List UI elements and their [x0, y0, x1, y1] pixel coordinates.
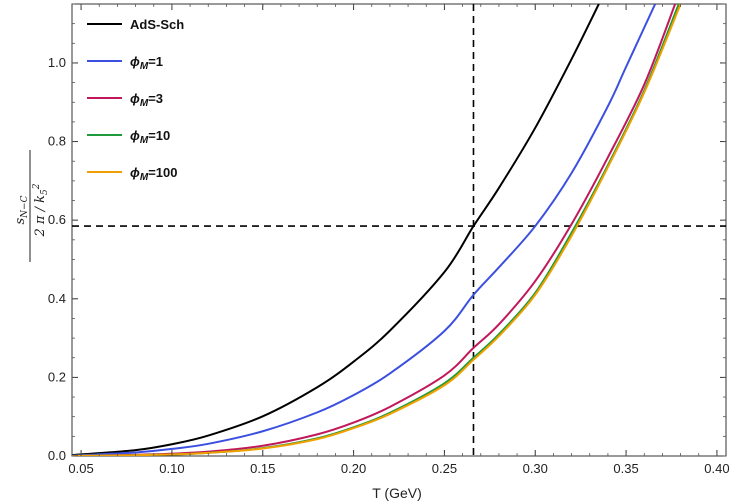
- svg-text:2 π / k52: 2 π / k52: [32, 183, 50, 237]
- y-tick-label: 0.4: [48, 291, 66, 306]
- legend-label-3: ϕM=10: [130, 128, 170, 146]
- y-tick-label: 0.0: [48, 448, 66, 463]
- series-line-3: [72, 4, 680, 456]
- legend-label-0: AdS-Sch: [130, 17, 184, 32]
- series-line-4: [72, 4, 682, 456]
- y-tick-label: 1.0: [48, 55, 66, 70]
- plot-frame: [71, 3, 727, 457]
- series-line-0: [72, 4, 600, 456]
- x-tick-label: 0.05: [68, 461, 93, 476]
- x-tick-label: 0.20: [341, 461, 366, 476]
- y-tick-label: 0.8: [48, 134, 66, 149]
- series-line-2: [72, 4, 677, 456]
- x-axis-title: T (GeV): [372, 485, 422, 501]
- legend-label-4: ϕM=100: [130, 165, 178, 183]
- x-tick-label: 0.35: [613, 461, 638, 476]
- svg-text:sN−C: sN−C: [13, 195, 30, 224]
- y-tick-label: 0.6: [48, 212, 66, 227]
- x-tick-label: 0.30: [523, 461, 548, 476]
- x-tick-label: 0.40: [704, 461, 729, 476]
- x-tick-label: 0.25: [432, 461, 457, 476]
- y-tick-label: 0.2: [48, 369, 66, 384]
- x-tick-label: 0.15: [250, 461, 275, 476]
- x-tick-label: 0.10: [159, 461, 184, 476]
- legend-label-2: ϕM=3: [130, 91, 163, 109]
- series-line-1: [72, 4, 657, 456]
- y-axis-title: sN−C 2 π / k52: [13, 150, 50, 262]
- legend-label-1: ϕM=1: [130, 54, 163, 72]
